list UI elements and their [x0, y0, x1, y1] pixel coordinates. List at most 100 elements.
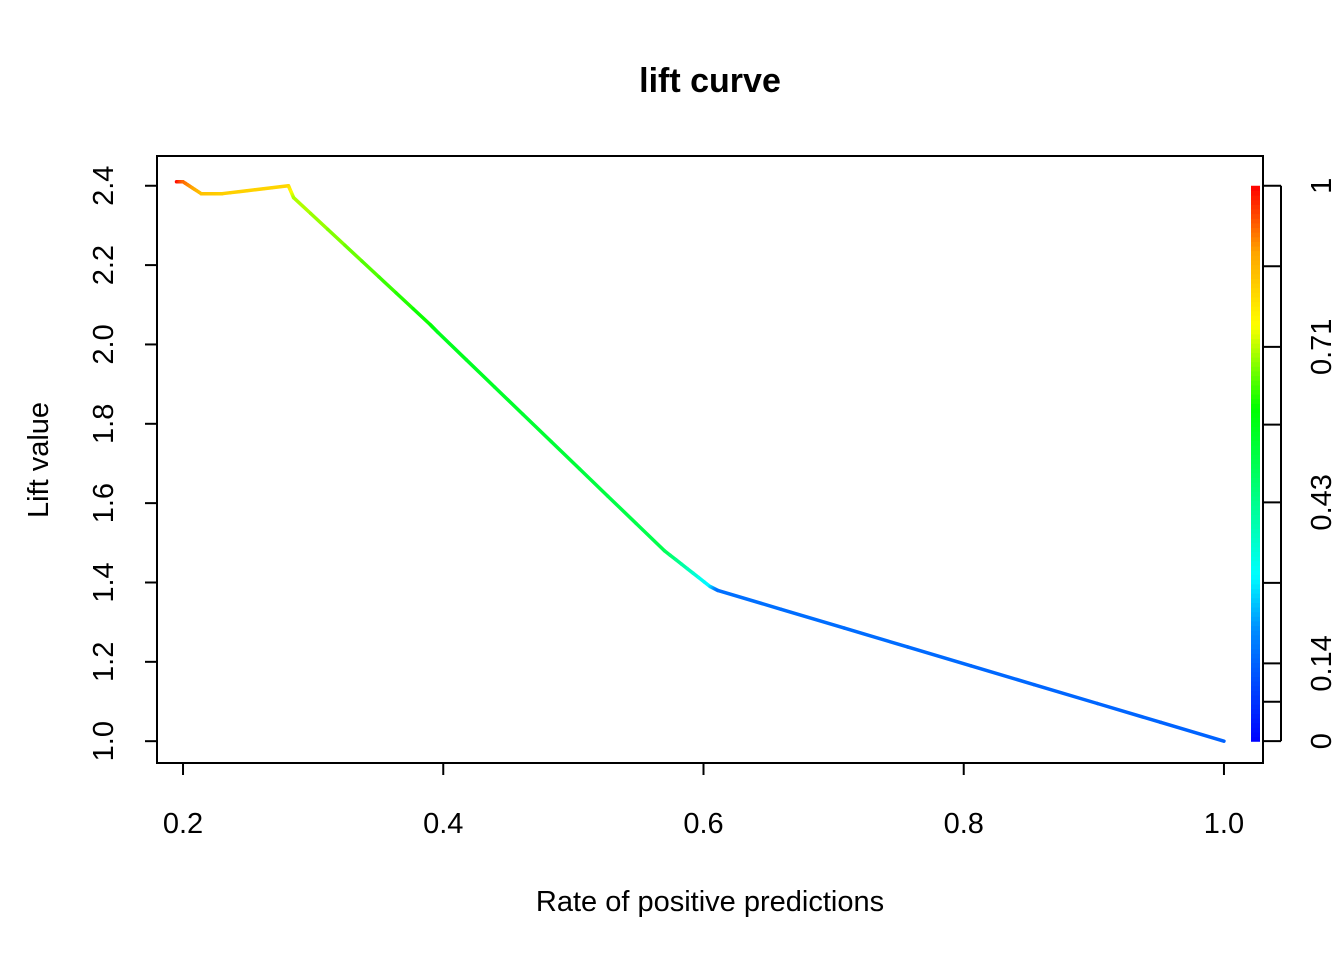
y-tick-label: 2.4: [88, 166, 120, 206]
color-key-band: [1251, 630, 1260, 636]
color-key-band: [1251, 463, 1260, 469]
plot-frame: [156, 155, 1264, 764]
color-key-band: [1251, 620, 1260, 627]
color-key-band: [1251, 708, 1260, 715]
color-key-band: [1251, 560, 1260, 566]
color-key-band: [1251, 634, 1260, 640]
color-key-band: [1251, 199, 1260, 205]
color-key-band: [1251, 523, 1260, 529]
lift-line-segment: [521, 412, 554, 444]
color-key-band: [1251, 232, 1260, 238]
lift-series: [174, 180, 1226, 743]
x-tick-label: 0.2: [163, 808, 203, 840]
y-axis-title: Lift value: [23, 402, 55, 518]
color-key-band: [1251, 579, 1260, 585]
lift-line-segment: [634, 521, 667, 553]
color-key-band: [1251, 407, 1260, 414]
color-key-band: [1251, 537, 1260, 543]
color-key-band: [1251, 241, 1260, 247]
color-key-band: [1251, 236, 1260, 242]
lift-line-segment: [492, 385, 525, 417]
color-key-band: [1251, 500, 1260, 506]
color-key-band: [1251, 546, 1260, 553]
color-key-band: [1251, 643, 1260, 650]
lift-line-segment: [394, 291, 415, 311]
color-key-band: [1251, 426, 1260, 432]
color-key-band: [1251, 208, 1260, 215]
lift-line-segment: [1158, 720, 1226, 743]
y-tick-label: 2.0: [88, 324, 120, 364]
color-key-band: [1251, 597, 1260, 603]
color-key-band: [1251, 676, 1260, 682]
color-key-band: [1251, 477, 1260, 483]
color-key-band: [1251, 384, 1260, 391]
color-key-band: [1251, 338, 1260, 344]
x-axis: 0.2 0.4 0.6 0.8 1.0: [163, 762, 1244, 840]
color-key-band: [1251, 653, 1260, 659]
color-key-band: [1251, 370, 1260, 377]
color-key-band: [1251, 357, 1260, 363]
color-key-band: [1251, 542, 1260, 548]
lift-line-segment: [360, 259, 381, 279]
lift-line-segment: [779, 607, 847, 630]
color-key-band: [1251, 292, 1260, 298]
color-key-band: [1251, 255, 1260, 261]
color-key-band: [1251, 403, 1260, 409]
color-key-label: 0.14: [1306, 635, 1338, 691]
color-key-band: [1251, 505, 1260, 511]
color-key-band: [1251, 611, 1260, 617]
color-key-band: [1251, 343, 1260, 349]
color-key-band: [1251, 491, 1260, 497]
color-key-band: [1251, 375, 1260, 381]
color-key-band: [1251, 551, 1260, 557]
y-axis: 1.0 1.2 1.4 1.6 1.8 2.0 2.2 2.4: [88, 166, 158, 761]
y-tick-label: 1.0: [88, 721, 120, 761]
color-key-band: [1251, 495, 1260, 502]
x-axis-title: Rate of positive predictions: [536, 886, 884, 918]
color-key-band: [1251, 565, 1260, 571]
color-key-band: [1251, 454, 1260, 460]
color-key-band: [1251, 352, 1260, 358]
color-key-band: [1251, 269, 1260, 275]
lift-line-segment: [411, 306, 432, 327]
color-key-band: [1251, 366, 1260, 372]
color-key-band: [1251, 574, 1260, 580]
color-key-band: [1251, 704, 1260, 710]
color-key-band: [1251, 245, 1260, 252]
lift-line-segment: [716, 588, 783, 612]
lift-line-segment: [549, 439, 582, 471]
color-key-band: [1251, 667, 1260, 673]
color-key-band: [1251, 315, 1260, 321]
color-key-band: [1251, 606, 1260, 613]
color-key-band: [1251, 259, 1260, 266]
color-key-band: [1251, 727, 1260, 733]
color-key-band: [1251, 287, 1260, 293]
color-key-band: [1251, 616, 1260, 622]
lift-line-segment: [343, 243, 364, 263]
color-key-band: [1251, 195, 1260, 201]
color-key-label: 0: [1306, 733, 1338, 749]
color-key-band: [1251, 264, 1260, 270]
color-key-band: [1251, 602, 1260, 608]
lift-line-segment: [842, 626, 910, 649]
color-key: 0 0.14 0.43 0.71 1: [1251, 178, 1338, 749]
color-key-band: [1251, 278, 1260, 284]
color-key-band: [1251, 458, 1260, 465]
color-key-band: [1251, 398, 1260, 404]
lift-line-segment: [464, 358, 497, 389]
x-tick-label: 0.6: [683, 808, 723, 840]
color-key-band: [1251, 468, 1260, 474]
lift-line-segment: [577, 467, 610, 498]
color-key-band: [1251, 713, 1260, 719]
color-key-band: [1251, 519, 1260, 525]
lift-line-segment: [606, 494, 638, 526]
color-key-band: [1251, 333, 1260, 340]
y-tick-label: 1.6: [88, 483, 120, 523]
color-key-band: [1251, 389, 1260, 395]
lift-line-segment: [308, 211, 330, 232]
color-key-band: [1251, 514, 1260, 520]
color-key-band: [1251, 532, 1260, 539]
color-key-label: 1: [1306, 178, 1338, 194]
color-key-band: [1251, 412, 1260, 418]
color-key-band: [1251, 718, 1260, 724]
